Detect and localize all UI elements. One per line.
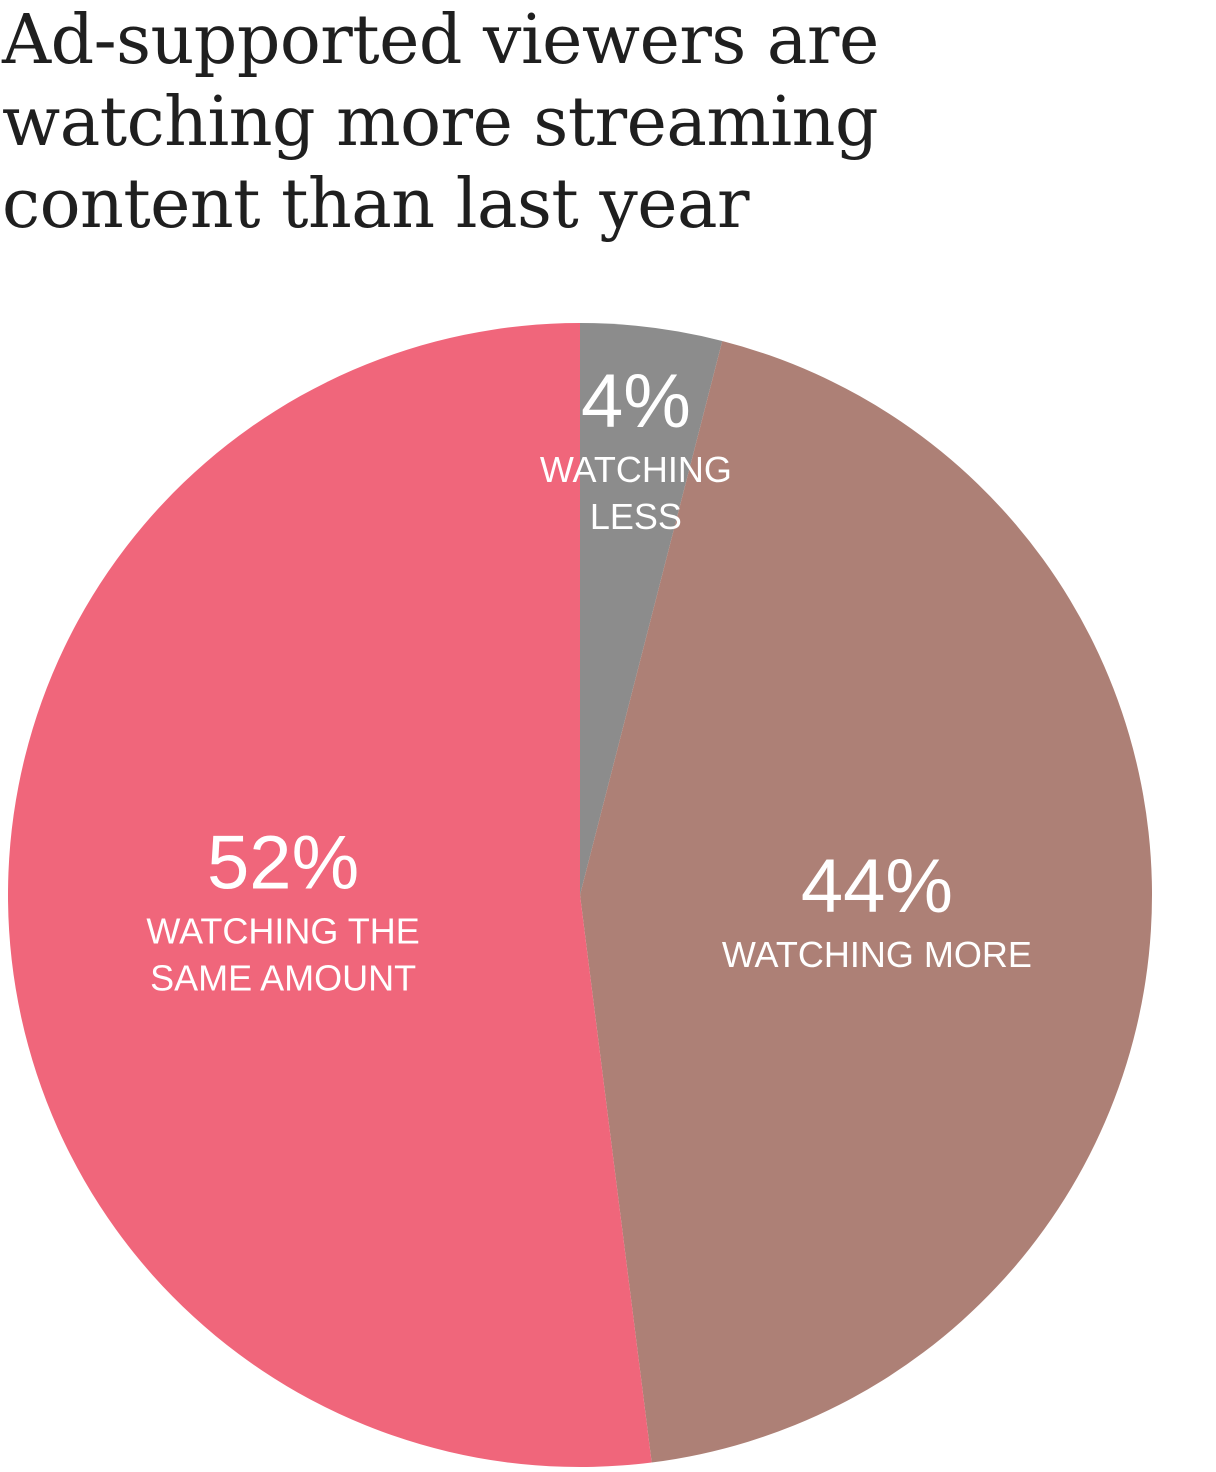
chart-title-line-1: Ad-supported viewers are — [2, 1, 879, 80]
slice-category-label: WATCHING THE — [146, 910, 419, 951]
pie-slice — [580, 340, 1153, 1463]
pie-slice — [8, 323, 652, 1467]
chart-title: Ad-supported viewers are watching more s… — [2, 0, 1202, 246]
chart-title-line-3: content than last year — [2, 165, 750, 244]
pie-labels: 4% WATCHING LESS 44% WATCHING MORE 52% WATCHIN… — [146, 359, 1031, 998]
slice-category-label: WATCHING MORE — [722, 934, 1032, 975]
chart-title-line-2: watching more streaming — [2, 83, 879, 162]
pie-slices — [8, 323, 1153, 1467]
slice-percent-label: 44% — [801, 844, 953, 929]
slice-percent-label: 52% — [207, 820, 359, 905]
pie-slice — [580, 323, 723, 895]
slice-category-label: SAME AMOUNT — [150, 957, 416, 998]
slice-category-label: LESS — [590, 496, 682, 537]
slice-category-label: WATCHING — [540, 449, 732, 490]
slice-percent-label: 4% — [581, 359, 691, 444]
